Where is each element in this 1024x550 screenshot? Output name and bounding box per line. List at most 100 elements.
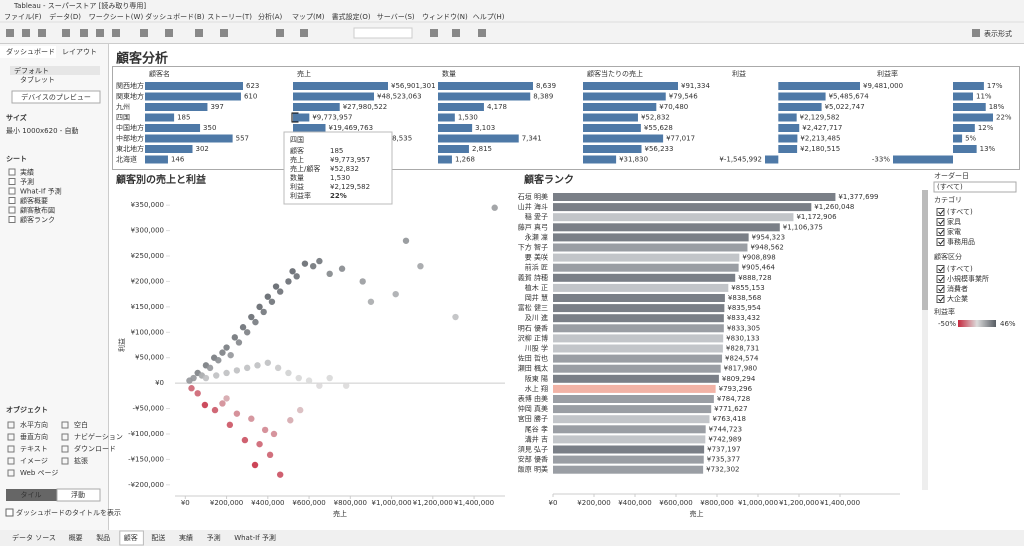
scatter-point[interactable]: [223, 369, 230, 377]
scatter-point[interactable]: [243, 364, 251, 372]
menu-item[interactable]: ファイル(F): [4, 13, 42, 21]
scatter-point[interactable]: [190, 374, 197, 382]
toggle[interactable]: 浮動: [71, 490, 85, 499]
sheet-tab[interactable]: 概要: [69, 533, 83, 542]
scatter-point[interactable]: [223, 344, 230, 351]
bar[interactable]: [553, 425, 706, 434]
scatter-point[interactable]: [254, 362, 261, 369]
menu-item[interactable]: ストーリー(T): [207, 13, 252, 21]
scatter-point[interactable]: [194, 390, 201, 397]
scatter-point[interactable]: [264, 293, 272, 300]
scatter-point[interactable]: [231, 334, 239, 341]
icon[interactable]: [140, 29, 148, 37]
sheet-tab[interactable]: 配送: [151, 533, 165, 542]
scatter-point[interactable]: [241, 436, 249, 444]
scatter-point[interactable]: [202, 374, 210, 382]
scatter-point[interactable]: [326, 374, 333, 382]
scatter-point[interactable]: [219, 349, 226, 356]
scatter-point[interactable]: [213, 372, 220, 379]
object[interactable]: イメージ: [20, 457, 48, 465]
scatter-point[interactable]: [285, 369, 292, 377]
icon[interactable]: [478, 29, 486, 37]
checkbox[interactable]: [936, 275, 945, 283]
bar[interactable]: [553, 465, 704, 474]
scatter-point[interactable]: [293, 273, 300, 280]
bar[interactable]: [553, 384, 716, 393]
scatter-point[interactable]: [251, 461, 259, 469]
object[interactable]: 水平方向: [20, 420, 48, 429]
filter-item[interactable]: 家電: [947, 227, 961, 236]
selected-device[interactable]: [10, 66, 100, 75]
sheet-tab[interactable]: データ ソース: [12, 533, 56, 542]
object[interactable]: 拡張: [74, 456, 88, 465]
sheet[interactable]: 顧客散布図: [20, 206, 55, 215]
menu-item[interactable]: サーバー(S): [377, 13, 415, 21]
scatter-point[interactable]: [276, 288, 284, 295]
scatter-point[interactable]: [326, 270, 333, 278]
scatter-point[interactable]: [211, 406, 219, 414]
scatter-point[interactable]: [260, 308, 267, 316]
scatter-point[interactable]: [219, 400, 226, 407]
icon[interactable]: [972, 29, 980, 37]
bar[interactable]: [553, 344, 723, 353]
menu-item[interactable]: 書式設定(O): [332, 12, 371, 21]
show-me[interactable]: 表示形式: [984, 29, 1012, 38]
sheet[interactable]: 顧客ランク: [20, 215, 55, 224]
preview-label[interactable]: デバイスのプレビュー: [21, 93, 91, 102]
scatter-point[interactable]: [248, 313, 255, 321]
scatter-point[interactable]: [309, 262, 317, 270]
scatter-point[interactable]: [342, 382, 350, 389]
scatter-point[interactable]: [252, 318, 259, 326]
scatter-point[interactable]: [243, 329, 251, 336]
icon[interactable]: [276, 29, 284, 37]
checkbox[interactable]: [5, 508, 14, 517]
bar[interactable]: [553, 193, 836, 201]
scatter-point[interactable]: [452, 313, 459, 321]
toggle-active[interactable]: [6, 489, 57, 501]
scatter-point[interactable]: [270, 430, 278, 438]
panel-tab[interactable]: ダッシュボード: [6, 47, 55, 56]
dropdown-value[interactable]: (すべて): [937, 183, 963, 191]
dropdown[interactable]: [353, 27, 413, 39]
device[interactable]: タブレット: [20, 75, 55, 84]
scatter-point[interactable]: [188, 385, 195, 392]
bar[interactable]: [553, 374, 719, 383]
scatter-point[interactable]: [402, 237, 410, 244]
scatter-point[interactable]: [316, 257, 323, 265]
scatter-point[interactable]: [201, 401, 209, 409]
toggle-inactive[interactable]: [56, 488, 101, 502]
bar[interactable]: [553, 415, 710, 424]
object[interactable]: テキスト: [20, 445, 48, 453]
scatter-point[interactable]: [233, 410, 241, 417]
scatter-point[interactable]: [223, 395, 230, 402]
menu-item[interactable]: ワークシート(W): [89, 13, 144, 21]
scatter-point[interactable]: [305, 377, 313, 384]
checkbox-label[interactable]: ダッシュボードのタイトルを表示: [16, 508, 121, 517]
icon[interactable]: [452, 29, 460, 37]
filter-item[interactable]: (すべて): [947, 265, 973, 273]
icon[interactable]: [6, 29, 14, 37]
scatter-point[interactable]: [268, 298, 276, 305]
scatter-point[interactable]: [285, 278, 292, 285]
checkbox[interactable]: [936, 295, 945, 303]
scrollbar[interactable]: [922, 190, 928, 490]
scatter-point[interactable]: [233, 367, 241, 374]
bar[interactable]: [553, 324, 724, 333]
icon[interactable]: [80, 29, 88, 37]
filter-item[interactable]: 事務用品: [947, 237, 975, 246]
bar[interactable]: [553, 283, 729, 292]
scrollbar-thumb[interactable]: [922, 190, 928, 310]
sheet[interactable]: 実績: [20, 168, 34, 177]
sheet-tab[interactable]: What-If 予測: [234, 533, 276, 542]
scatter-point[interactable]: [206, 364, 214, 372]
menu-item[interactable]: マップ(M): [292, 13, 325, 21]
filter-item[interactable]: 家具: [947, 217, 961, 226]
checkbox[interactable]: [936, 265, 945, 273]
icon[interactable]: [165, 29, 173, 37]
object[interactable]: ダウンロード: [74, 444, 116, 453]
menu-item[interactable]: 分析(A): [258, 12, 283, 21]
icon[interactable]: [96, 29, 104, 37]
bar[interactable]: [553, 223, 780, 232]
filter-item[interactable]: 大企業: [947, 294, 968, 303]
toggle[interactable]: タイル: [21, 490, 42, 499]
